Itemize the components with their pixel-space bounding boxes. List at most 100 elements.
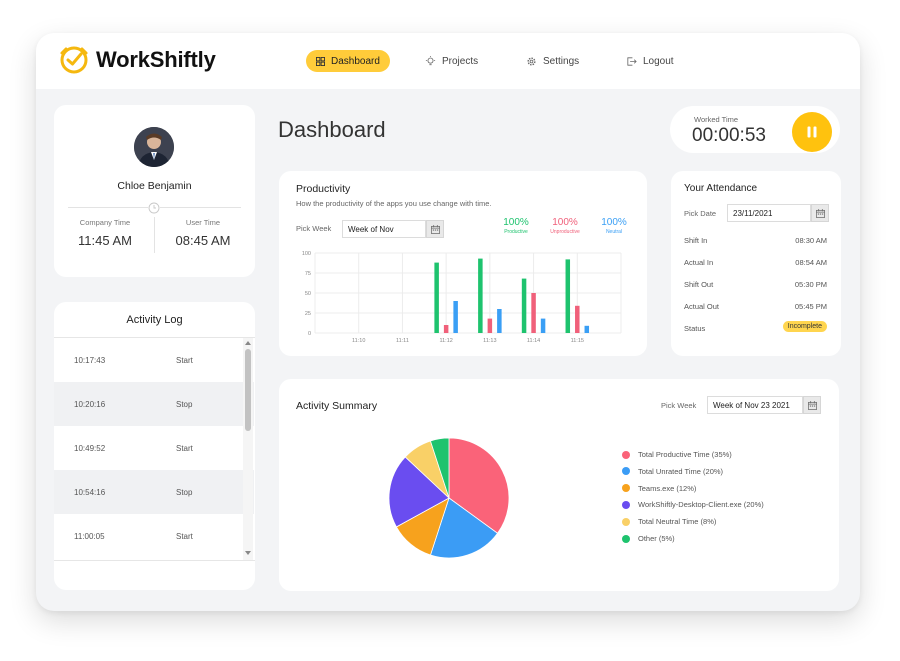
- activity-log-card: Activity Log 10:17:43 Start 10:20:16 Sto…: [54, 302, 255, 590]
- app-window: WorkShiftly Dashboard Projects: [36, 33, 860, 611]
- week-select[interactable]: Week of Nov 23 2021: [707, 396, 803, 414]
- user-time: 08:45 AM: [175, 233, 231, 248]
- bar-unproductive: [443, 325, 449, 333]
- log-time: 11:00:05: [74, 532, 105, 541]
- stat-neutral-value: 100%: [601, 217, 627, 228]
- app-name: WorkShiftly: [96, 47, 216, 72]
- bar-unproductive: [531, 293, 536, 333]
- scroll-up-arrow-icon[interactable]: [245, 341, 251, 345]
- productivity-subtitle: How the productivity of the apps you use…: [296, 199, 492, 208]
- activity-log-list[interactable]: 10:17:43 Start 10:20:16 Stop 10:49:52 St…: [54, 338, 255, 560]
- page-title: Dashboard: [278, 117, 386, 142]
- stat-productive-value: 100%: [503, 217, 529, 228]
- bar-productive: [478, 258, 483, 333]
- x-tick-label: 11:14: [527, 338, 540, 344]
- calendar-button[interactable]: [811, 204, 829, 222]
- attendance-row: Shift In 08:30 AM: [684, 236, 827, 245]
- x-tick-label: 11:12: [439, 338, 452, 344]
- log-action: Start: [176, 356, 193, 365]
- log-time: 10:17:43: [74, 356, 106, 365]
- scrollbar-thumb[interactable]: [245, 349, 251, 431]
- bar-productive: [521, 278, 527, 333]
- list-item: 11:00:05 Start: [54, 514, 254, 558]
- pause-icon: [807, 126, 817, 138]
- week-select[interactable]: Week of Nov: [342, 220, 426, 238]
- log-action: Stop: [176, 488, 193, 497]
- pie-slice: [448, 437, 510, 534]
- bar-unproductive: [487, 318, 493, 333]
- legend-label: Other (5%): [638, 534, 675, 543]
- list-item: 10:49:52 Start: [54, 426, 254, 470]
- time-separator: [154, 217, 155, 253]
- attendance-row: Actual In 08:54 AM: [684, 258, 827, 267]
- nav-logout-label: Logout: [643, 55, 674, 67]
- productivity-card: Productivity How the productivity of the…: [279, 171, 647, 356]
- activity-pie-chart: [388, 437, 510, 559]
- stat-unproductive-label: Unproductive: [550, 229, 580, 235]
- date-input[interactable]: 23/11/2021: [727, 204, 811, 222]
- legend-item: Total Unrated Time (20%): [622, 467, 723, 476]
- legend-label: WorkShiftly-Desktop-Client.exe (20%): [638, 500, 764, 510]
- log-time: 10:49:52: [74, 444, 106, 453]
- nav-projects[interactable]: Projects: [425, 50, 478, 72]
- productivity-bar-chart: 0 25 50 75 100 11:10 11:11 11:12 11:13 11:14 11:15: [302, 251, 622, 344]
- logo[interactable]: WorkShiftly: [58, 44, 216, 76]
- attendance-title: Your Attendance: [684, 183, 758, 194]
- lightbulb-icon: [425, 55, 436, 65]
- profile-card: Chloe Benjamin Company Time 11:45 AM Use…: [54, 105, 255, 277]
- attendance-row-value: 05:30 PM: [794, 280, 827, 289]
- stat-neutral-label: Neutral: [605, 229, 623, 235]
- pick-week-label: Pick Week: [661, 401, 697, 410]
- y-tick-label: 100: [302, 251, 311, 257]
- company-time: 11:45 AM: [78, 233, 132, 248]
- bar-productive: [565, 259, 571, 333]
- legend-label: Total Productive Time (35%): [638, 450, 732, 459]
- nav-dashboard[interactable]: Dashboard: [306, 50, 390, 72]
- scroll-down-arrow-icon[interactable]: [245, 551, 251, 555]
- list-item: 10:17:43 Start: [54, 338, 254, 382]
- calendar-button[interactable]: [803, 396, 821, 414]
- pick-week-label: Pick Week: [296, 224, 332, 233]
- y-tick-label: 25: [305, 311, 311, 317]
- nav-logout[interactable]: Logout: [626, 50, 674, 72]
- bar-neutral: [453, 301, 458, 333]
- stat-productive-label: Productive: [504, 229, 528, 235]
- attendance-row: Shift Out 05:30 PM: [684, 280, 827, 289]
- worked-time-widget: Worked Time 00:00:53: [670, 106, 840, 153]
- bar-neutral: [584, 325, 590, 333]
- logout-icon: [627, 56, 637, 66]
- attendance-row-label: Actual In: [684, 258, 714, 267]
- pause-button[interactable]: [792, 112, 832, 152]
- legend-dot: [622, 450, 630, 459]
- attendance-row: Actual Out 05:45 PM: [684, 302, 827, 311]
- attendance-row-value: 08:54 AM: [795, 258, 827, 267]
- y-tick-label: 75: [305, 271, 311, 277]
- stat-unproductive: 100% Unproductive: [539, 217, 591, 235]
- attendance-row-label: Shift Out: [684, 280, 714, 289]
- bar-neutral: [540, 318, 546, 333]
- productivity-title: Productivity: [296, 183, 351, 195]
- scrollbar[interactable]: [243, 338, 253, 560]
- log-action: Start: [176, 444, 193, 453]
- calendar-icon: [815, 208, 825, 218]
- legend-item: Other (5%): [622, 534, 675, 543]
- divider: [54, 337, 255, 338]
- legend-dot: [622, 467, 630, 476]
- calendar-button[interactable]: [426, 220, 444, 238]
- x-tick-label: 11:13: [483, 338, 496, 344]
- stat-unproductive-value: 100%: [552, 217, 578, 228]
- clock-logo-icon: [60, 46, 88, 74]
- list-item: 10:54:16 Stop: [54, 470, 254, 514]
- attendance-status-row: Status Incomplete: [684, 321, 827, 333]
- stat-productive: 100% Productive: [491, 217, 541, 235]
- bar-unproductive: [575, 305, 580, 333]
- attendance-row-label: Shift In: [684, 236, 708, 245]
- legend-dot: [622, 534, 630, 543]
- log-action: Stop: [176, 400, 193, 409]
- activity-summary-title: Activity Summary: [296, 400, 378, 412]
- attendance-row-value: 08:30 AM: [795, 236, 827, 245]
- bar-productive: [434, 262, 439, 333]
- nav-settings[interactable]: Settings: [526, 50, 579, 72]
- date-input-value: 23/11/2021: [733, 209, 773, 218]
- worked-time-value: 00:00:53: [692, 125, 766, 146]
